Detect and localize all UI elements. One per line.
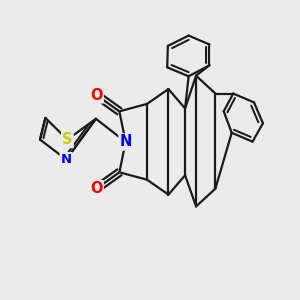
- Text: N: N: [61, 153, 72, 166]
- Text: S: S: [62, 132, 73, 147]
- Text: O: O: [90, 181, 103, 196]
- Text: O: O: [90, 88, 103, 103]
- Text: N: N: [119, 134, 132, 149]
